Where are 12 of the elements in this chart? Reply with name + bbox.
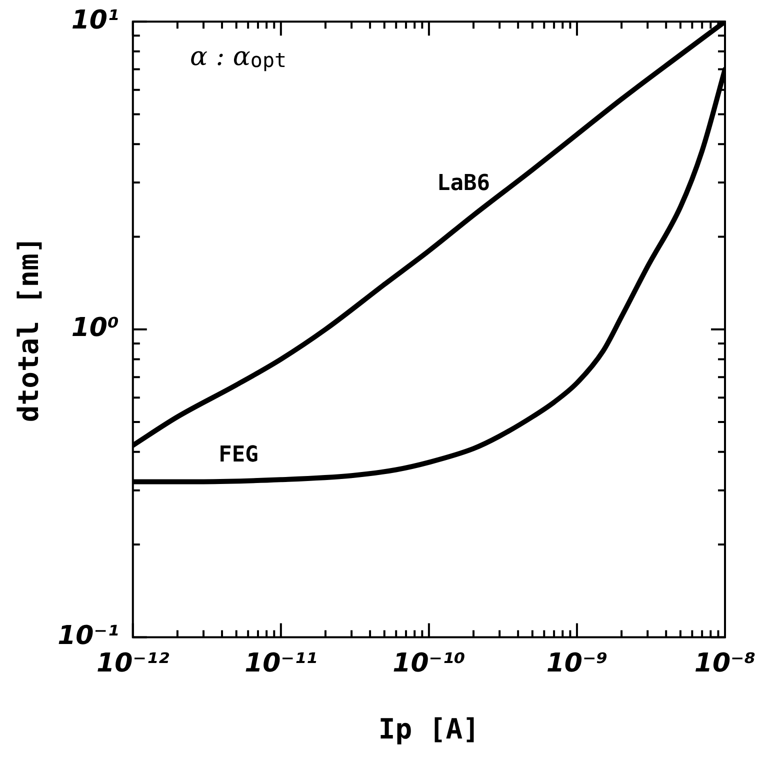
y-axis-title: dtotal [nm] bbox=[12, 236, 46, 422]
x-tick-label: 10⁻¹¹ bbox=[244, 648, 318, 679]
x-axis-title: Ip [A] bbox=[378, 712, 480, 746]
y-tick-label: 10⁻¹ bbox=[58, 620, 119, 651]
y-tick-label: 10⁰ bbox=[71, 313, 119, 344]
x-tick-label: 10⁻¹⁰ bbox=[392, 648, 466, 679]
y-tick-label: 10¹ bbox=[71, 5, 119, 36]
x-tick-label: 10⁻⁹ bbox=[546, 648, 608, 679]
series-label: FEG bbox=[218, 442, 258, 468]
x-tick-label: 10⁻⁸ bbox=[694, 648, 756, 679]
x-tick-label: 10⁻¹² bbox=[96, 648, 170, 679]
series-label: LaB6 bbox=[437, 171, 490, 196]
